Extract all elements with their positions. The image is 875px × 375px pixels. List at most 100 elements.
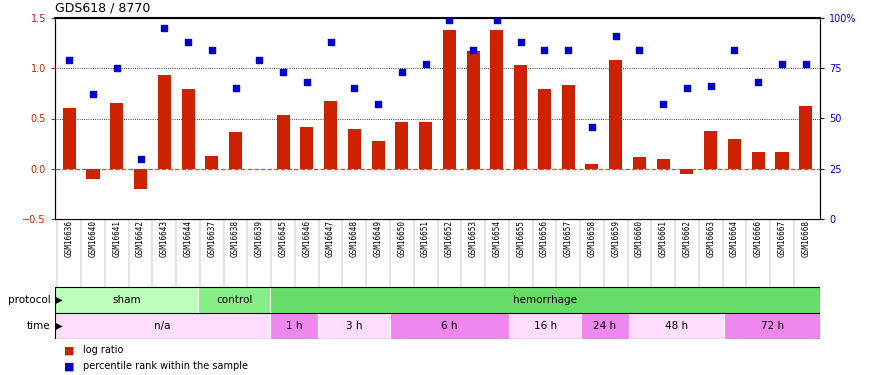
Bar [158, 75, 171, 169]
Bar [629, 313, 724, 339]
Text: hemorrhage: hemorrhage [513, 295, 578, 305]
Bar [276, 116, 290, 169]
Text: GSM16644: GSM16644 [184, 220, 192, 257]
Point [752, 80, 766, 86]
Point [656, 101, 670, 107]
Bar [229, 132, 242, 169]
Bar [324, 101, 337, 169]
Bar [55, 287, 199, 313]
Text: GSM16648: GSM16648 [350, 220, 359, 257]
Point [609, 33, 623, 39]
Bar [752, 152, 765, 169]
Text: 3 h: 3 h [346, 321, 362, 331]
Bar [609, 60, 622, 169]
Text: GSM16655: GSM16655 [516, 220, 525, 257]
Point [252, 57, 266, 63]
Text: GSM16668: GSM16668 [802, 220, 810, 257]
Bar [799, 106, 812, 169]
Bar [514, 65, 527, 169]
Bar [419, 122, 432, 169]
Text: ▶: ▶ [52, 295, 62, 305]
Text: GSM16654: GSM16654 [493, 220, 501, 257]
Text: 1 h: 1 h [286, 321, 303, 331]
Text: GSM16636: GSM16636 [65, 220, 74, 257]
Text: ■: ■ [64, 345, 74, 355]
Text: log ratio: log ratio [83, 345, 123, 355]
Point [561, 47, 575, 53]
Text: 6 h: 6 h [441, 321, 458, 331]
Text: n/a: n/a [154, 321, 171, 331]
Bar [270, 313, 318, 339]
Point [537, 47, 551, 53]
Bar [396, 122, 409, 169]
Text: GSM16639: GSM16639 [255, 220, 264, 257]
Point [727, 47, 741, 53]
Text: ■: ■ [64, 361, 74, 371]
Bar [509, 313, 581, 339]
Text: ▶: ▶ [52, 321, 62, 331]
Text: GSM16651: GSM16651 [421, 220, 430, 257]
Point [584, 123, 598, 129]
Point [109, 65, 123, 71]
Text: GSM16637: GSM16637 [207, 220, 216, 257]
Point [86, 92, 100, 98]
Bar [581, 313, 629, 339]
Point [633, 47, 647, 53]
Bar [199, 287, 270, 313]
Text: GSM16642: GSM16642 [136, 220, 145, 257]
Point [704, 83, 717, 89]
Bar [538, 89, 551, 169]
Bar [372, 141, 385, 169]
Bar [87, 169, 100, 179]
Bar [562, 86, 575, 169]
Text: 72 h: 72 h [760, 321, 784, 331]
Text: control: control [216, 295, 253, 305]
Bar [724, 313, 820, 339]
Point [62, 57, 76, 63]
Point [371, 101, 385, 107]
Bar [270, 287, 820, 313]
Text: GSM16663: GSM16663 [706, 220, 715, 257]
Point [490, 17, 504, 23]
Text: GSM16657: GSM16657 [564, 220, 572, 257]
Bar [466, 51, 480, 169]
Bar [300, 126, 313, 169]
Text: GSM16662: GSM16662 [682, 220, 691, 257]
Bar [206, 156, 219, 169]
Text: GSM16653: GSM16653 [469, 220, 478, 257]
Text: GSM16667: GSM16667 [778, 220, 787, 257]
Text: GSM16641: GSM16641 [112, 220, 122, 257]
Point [347, 86, 361, 92]
Point [799, 61, 813, 67]
Text: GSM16666: GSM16666 [753, 220, 763, 257]
Bar [728, 139, 741, 169]
Text: GSM16660: GSM16660 [635, 220, 644, 257]
Bar [318, 313, 389, 339]
Bar [775, 152, 788, 169]
Point [514, 39, 528, 45]
Point [134, 156, 148, 162]
Point [443, 17, 457, 23]
Text: sham: sham [112, 295, 141, 305]
Point [228, 86, 242, 92]
Text: 24 h: 24 h [593, 321, 616, 331]
Text: GSM16643: GSM16643 [160, 220, 169, 257]
Point [775, 61, 789, 67]
Text: protocol: protocol [8, 295, 51, 305]
Text: GSM16646: GSM16646 [303, 220, 312, 257]
Point [395, 69, 409, 75]
Text: GSM16664: GSM16664 [730, 220, 739, 257]
Bar [633, 157, 646, 169]
Bar [656, 159, 669, 169]
Point [205, 47, 219, 53]
Point [181, 39, 195, 45]
Text: GSM16647: GSM16647 [326, 220, 335, 257]
Bar [704, 130, 717, 169]
Text: GSM16652: GSM16652 [444, 220, 454, 257]
Bar [134, 169, 147, 189]
Bar [389, 313, 509, 339]
Point [300, 80, 314, 86]
Point [324, 39, 338, 45]
Point [158, 25, 172, 31]
Bar [55, 313, 270, 339]
